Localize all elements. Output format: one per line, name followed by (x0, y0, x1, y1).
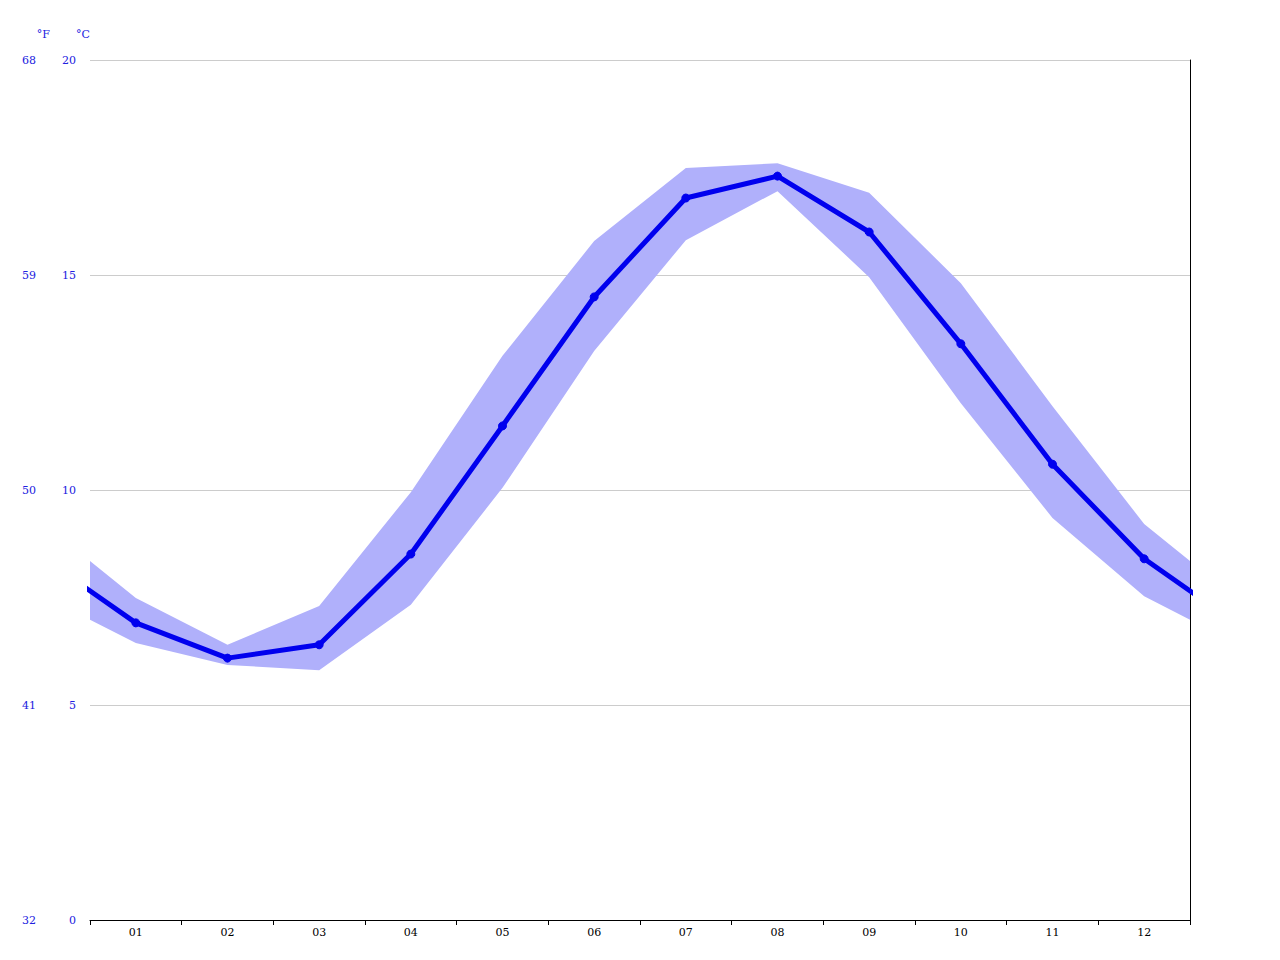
svg-text:05: 05 (496, 926, 510, 939)
svg-text:04: 04 (404, 926, 418, 939)
svg-text:09: 09 (862, 926, 876, 939)
svg-text:0: 0 (69, 914, 76, 927)
svg-text:°C: °C (76, 28, 90, 41)
svg-text:06: 06 (587, 926, 601, 939)
svg-text:08: 08 (771, 926, 785, 939)
svg-text:15: 15 (62, 269, 76, 282)
svg-text:68: 68 (22, 54, 36, 67)
svg-text:°F: °F (37, 28, 51, 41)
svg-text:02: 02 (221, 926, 235, 939)
svg-text:11: 11 (1046, 926, 1060, 939)
svg-text:41: 41 (22, 699, 36, 712)
svg-text:59: 59 (22, 269, 36, 282)
svg-text:5: 5 (69, 699, 76, 712)
svg-text:10: 10 (954, 926, 968, 939)
svg-text:12: 12 (1137, 926, 1151, 939)
svg-text:10: 10 (62, 484, 76, 497)
svg-text:50: 50 (22, 484, 36, 497)
svg-text:01: 01 (129, 926, 143, 939)
svg-text:07: 07 (679, 926, 693, 939)
svg-text:32: 32 (22, 914, 36, 927)
svg-text:03: 03 (312, 926, 326, 939)
svg-text:20: 20 (62, 54, 76, 67)
